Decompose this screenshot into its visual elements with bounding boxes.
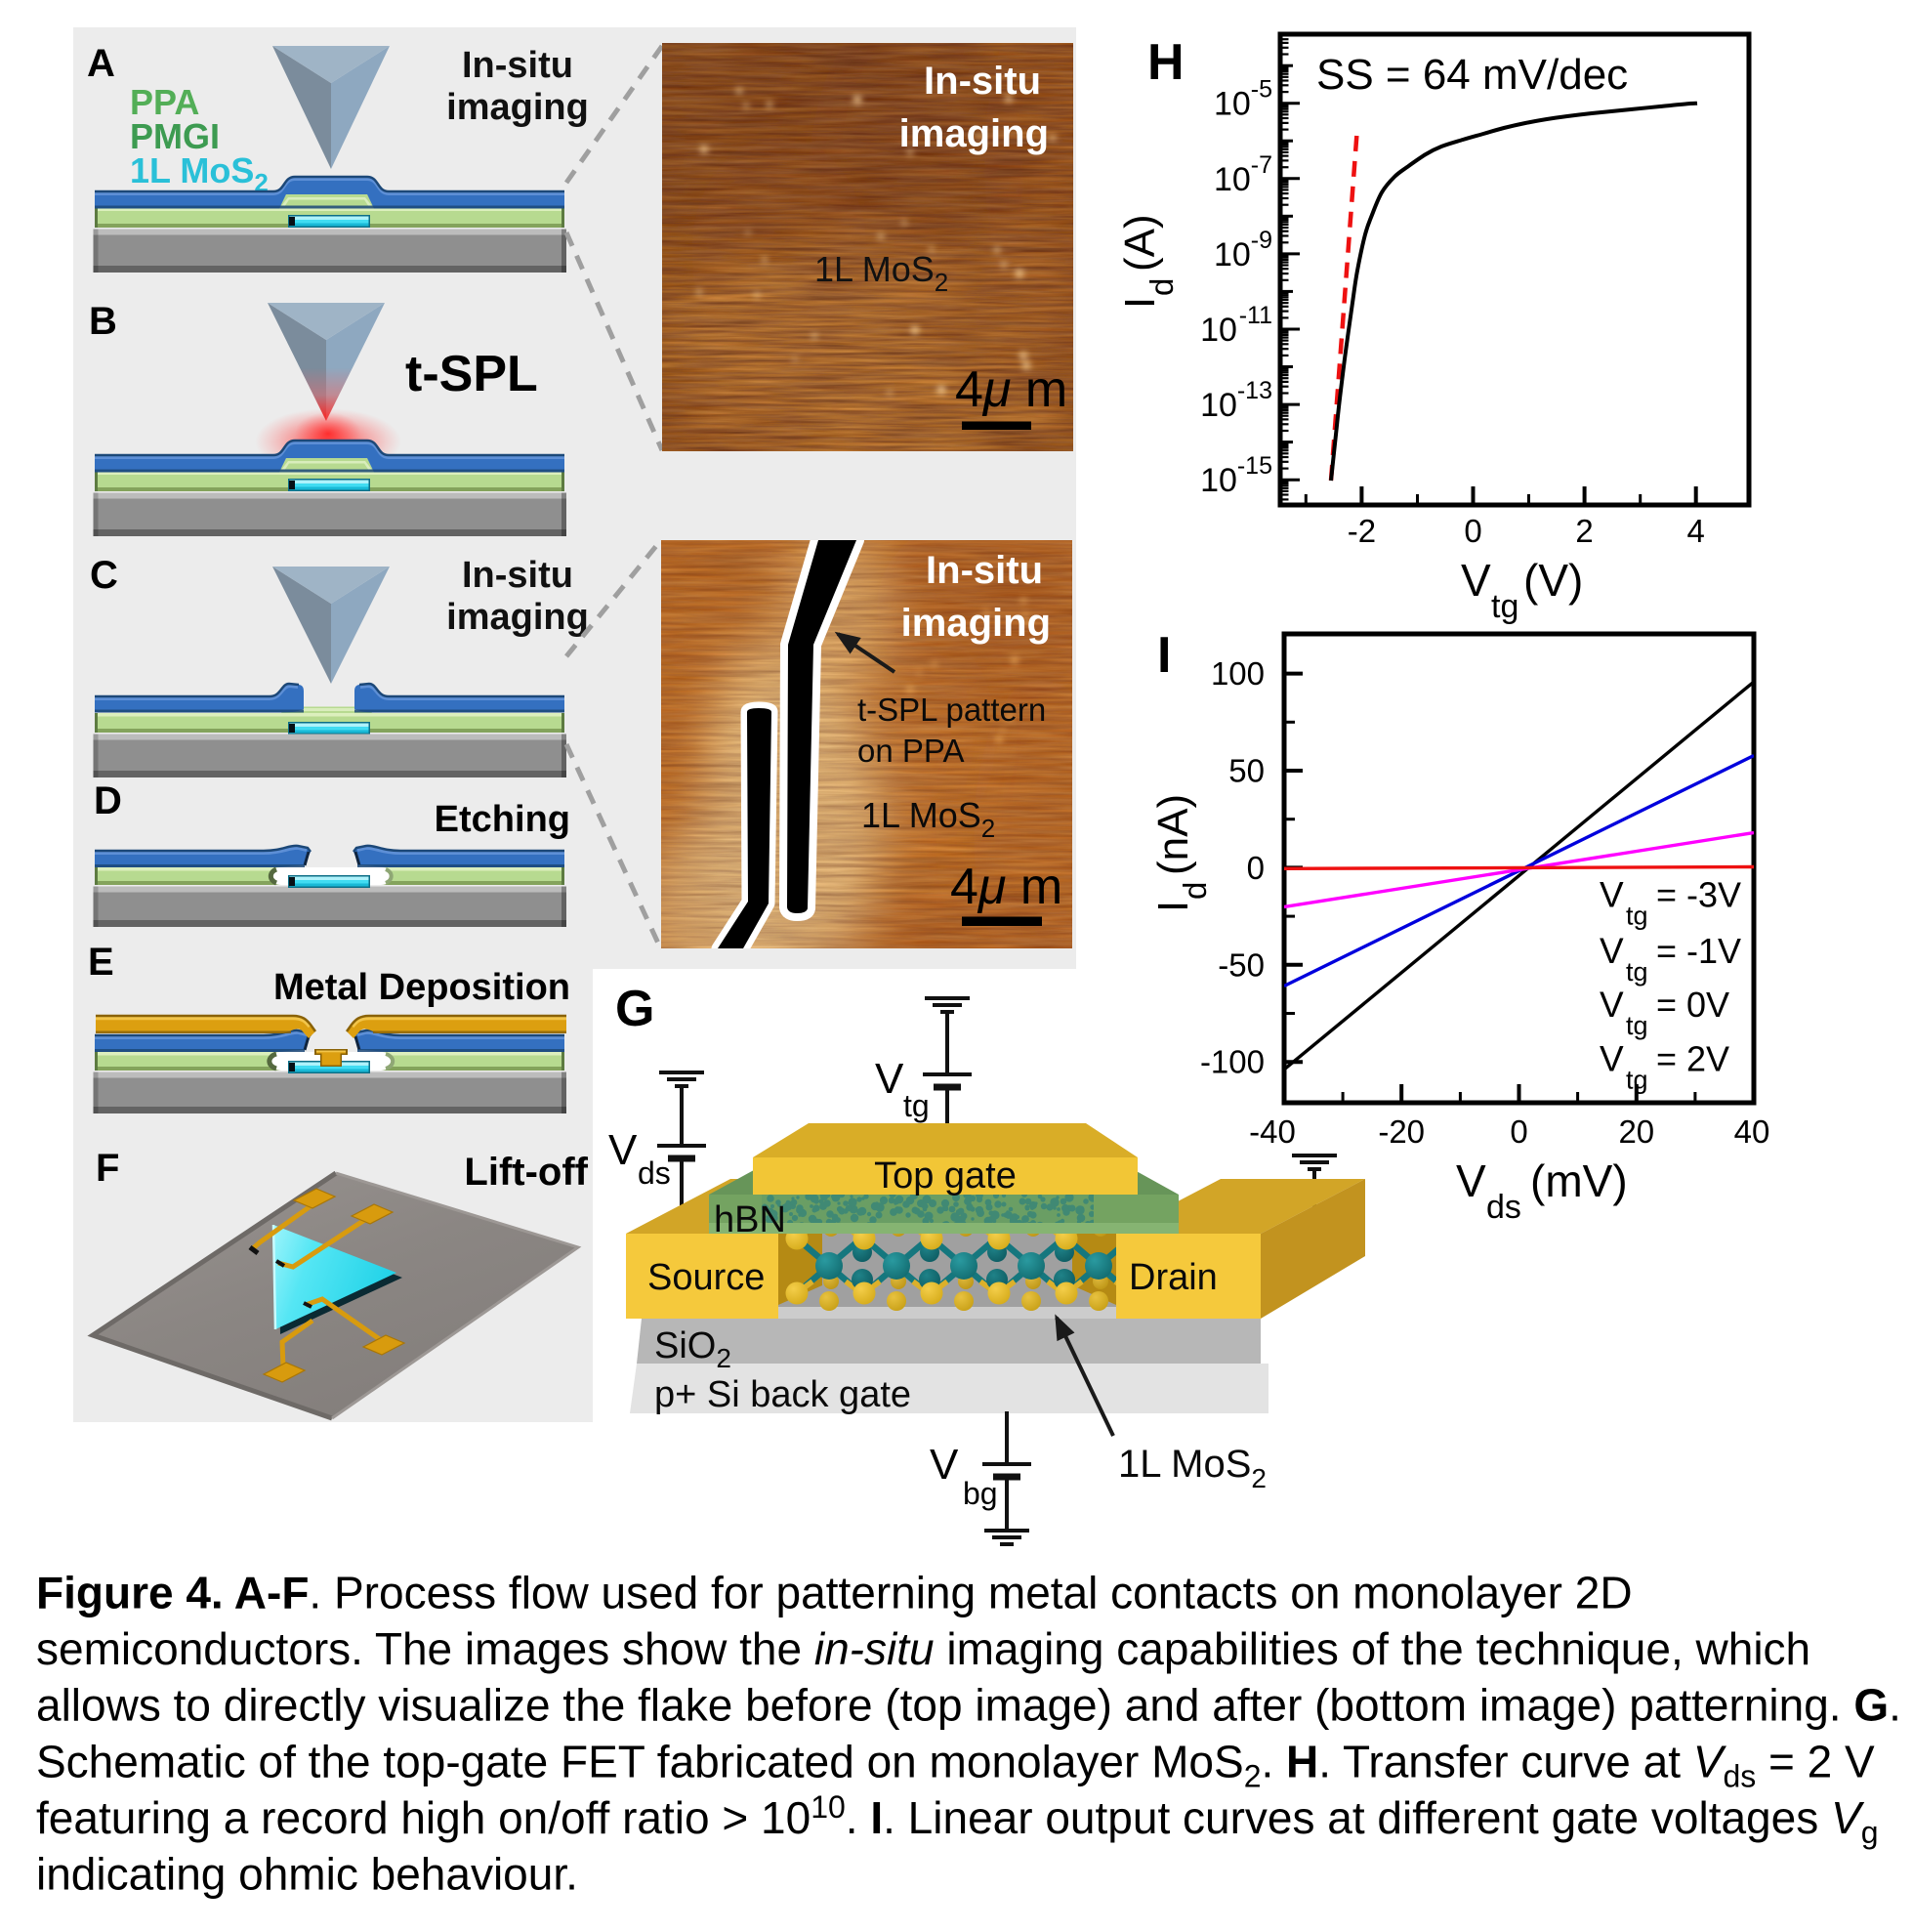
svg-text:semiconductors. The images sho: semiconductors. The images show the in-s…	[36, 1623, 1810, 1674]
svg-text:4μ m: 4μ m	[955, 361, 1067, 418]
svg-text:50: 50	[1228, 753, 1265, 789]
svg-text:In-situ: In-situ	[462, 555, 573, 596]
svg-text:imaging: imaging	[446, 597, 589, 638]
svg-text:Etching: Etching	[435, 799, 570, 840]
svg-text:d: d	[1177, 882, 1213, 900]
svg-text:= -1V: = -1V	[1656, 931, 1741, 971]
svg-text:d: d	[1144, 278, 1180, 296]
svg-text:A: A	[87, 42, 115, 85]
svg-text:V: V	[1461, 555, 1491, 606]
svg-text:p+ Si back gate: p+ Si back gate	[654, 1374, 911, 1415]
svg-text:tg: tg	[1491, 588, 1518, 625]
svg-text:10: 10	[1200, 387, 1237, 424]
svg-text:In-situ: In-situ	[926, 549, 1043, 592]
svg-text:V: V	[1600, 931, 1624, 971]
svg-text:-13: -13	[1237, 377, 1272, 404]
svg-text:V: V	[930, 1441, 959, 1489]
svg-text:V: V	[1600, 1039, 1624, 1079]
svg-text:H: H	[1147, 34, 1185, 91]
svg-text:Schematic of the top-gate FET: Schematic of the top-gate FET fabricated…	[36, 1736, 1875, 1793]
svg-text:t-SPL: t-SPL	[405, 346, 538, 402]
svg-text:I: I	[1157, 627, 1171, 684]
svg-text:featuring a record high on/off: featuring a record high on/off ratio > 1…	[36, 1789, 1878, 1850]
svg-text:10: 10	[1214, 86, 1251, 123]
svg-text:2: 2	[1575, 513, 1593, 549]
svg-text:1L MoS2: 1L MoS2	[861, 795, 995, 843]
svg-text:V: V	[1600, 985, 1624, 1025]
svg-text:imaging: imaging	[899, 112, 1049, 155]
svg-text:0: 0	[1510, 1113, 1527, 1150]
svg-text:-9: -9	[1251, 227, 1272, 254]
svg-text:V: V	[1456, 1155, 1486, 1206]
svg-text:I: I	[1116, 297, 1164, 309]
svg-text:(mV): (mV)	[1530, 1155, 1628, 1206]
svg-text:bg: bg	[963, 1476, 998, 1511]
svg-text:1L MoS2: 1L MoS2	[814, 249, 948, 297]
svg-text:Top gate: Top gate	[874, 1155, 1017, 1197]
svg-text:I: I	[1149, 901, 1197, 912]
svg-text:-50: -50	[1218, 946, 1265, 983]
svg-text:10: 10	[1200, 312, 1237, 349]
svg-text:Figure 4. A-F. Process flow us: Figure 4. A-F. Process flow used for pat…	[36, 1568, 1633, 1618]
svg-text:(V): (V)	[1523, 555, 1583, 606]
svg-text:B: B	[89, 300, 117, 343]
svg-text:tg: tg	[1626, 902, 1648, 931]
svg-text:t-SPL pattern: t-SPL pattern	[857, 692, 1046, 728]
svg-text:tg: tg	[1626, 1011, 1648, 1040]
svg-text:1L MoS2: 1L MoS2	[130, 150, 269, 197]
svg-text:100: 100	[1211, 655, 1265, 692]
svg-text:10: 10	[1214, 236, 1251, 273]
svg-text:indicating ohmic behaviour.: indicating ohmic behaviour.	[36, 1849, 578, 1900]
svg-text:PPA: PPA	[130, 82, 199, 122]
svg-text:0: 0	[1247, 850, 1265, 886]
svg-text:40: 40	[1734, 1113, 1770, 1150]
svg-text:Source: Source	[647, 1257, 765, 1298]
svg-text:10: 10	[1200, 462, 1237, 499]
svg-text:In-situ: In-situ	[924, 60, 1041, 103]
svg-text:Lift-off: Lift-off	[464, 1151, 588, 1194]
svg-text:(A): (A)	[1116, 214, 1164, 272]
svg-text:tg: tg	[1626, 957, 1648, 987]
svg-text:D: D	[94, 779, 122, 822]
svg-text:C: C	[90, 554, 118, 597]
svg-text:PMGI: PMGI	[130, 116, 220, 156]
svg-text:V: V	[608, 1126, 638, 1174]
svg-text:10: 10	[1214, 161, 1251, 198]
svg-text:ds: ds	[638, 1155, 671, 1191]
svg-text:V: V	[875, 1055, 904, 1103]
svg-text:on PPA: on PPA	[857, 733, 964, 769]
svg-text:= -3V: = -3V	[1656, 875, 1741, 915]
svg-text:SS = 64 mV/dec: SS = 64 mV/dec	[1316, 51, 1628, 99]
svg-text:-2: -2	[1348, 513, 1376, 549]
svg-text:(nA): (nA)	[1149, 794, 1197, 875]
svg-text:4μ m: 4μ m	[950, 859, 1062, 915]
svg-text:4: 4	[1687, 513, 1705, 549]
svg-text:allows to directly visualize t: allows to directly visualize the flake b…	[36, 1680, 1901, 1731]
svg-text:imaging: imaging	[446, 87, 589, 128]
svg-text:F: F	[96, 1147, 119, 1190]
svg-text:E: E	[88, 941, 114, 984]
svg-text:20: 20	[1618, 1113, 1654, 1150]
svg-text:Drain: Drain	[1129, 1257, 1218, 1298]
svg-text:V: V	[1600, 875, 1624, 915]
svg-text:1L MoS2: 1L MoS2	[1118, 1443, 1267, 1493]
svg-text:imaging: imaging	[901, 602, 1051, 645]
svg-text:= 0V: = 0V	[1656, 985, 1729, 1025]
svg-text:0: 0	[1464, 513, 1481, 549]
svg-text:In-situ: In-situ	[462, 45, 573, 86]
svg-text:G: G	[615, 981, 654, 1037]
svg-text:-7: -7	[1251, 151, 1272, 179]
svg-text:-5: -5	[1251, 76, 1272, 104]
svg-text:Metal Deposition: Metal Deposition	[273, 967, 570, 1008]
svg-text:hBN: hBN	[714, 1199, 786, 1240]
svg-text:-15: -15	[1237, 452, 1272, 480]
svg-text:tg: tg	[903, 1088, 930, 1123]
svg-text:tg: tg	[1626, 1066, 1648, 1095]
svg-text:-20: -20	[1378, 1113, 1425, 1150]
svg-text:-100: -100	[1200, 1044, 1265, 1080]
svg-text:= 2V: = 2V	[1656, 1039, 1729, 1079]
svg-text:ds: ds	[1486, 1189, 1521, 1226]
svg-text:-11: -11	[1239, 302, 1272, 329]
svg-text:-40: -40	[1249, 1113, 1296, 1150]
